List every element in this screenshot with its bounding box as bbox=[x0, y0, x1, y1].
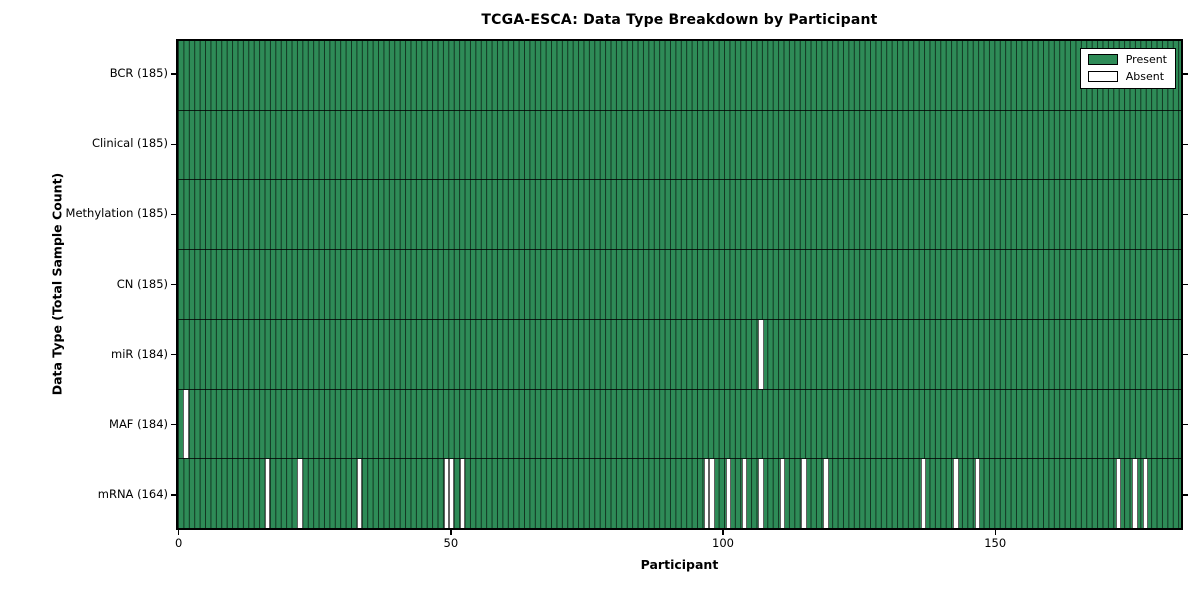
y-tick-right-mir bbox=[1183, 353, 1188, 356]
absent-cell-mrna-107 bbox=[758, 459, 764, 529]
legend-swatch-absent bbox=[1087, 71, 1118, 82]
x-tick-label-150: 150 bbox=[984, 536, 1007, 550]
legend-item-absent: Absent bbox=[1087, 70, 1167, 83]
y-tick-left-methylation bbox=[171, 213, 176, 215]
absent-cell-mrna-98 bbox=[709, 459, 715, 529]
absent-cell-mrna-143 bbox=[953, 459, 959, 529]
y-tick-label-bcr: BCR (185) bbox=[109, 66, 168, 81]
heatmap-row-mir bbox=[178, 318, 1181, 389]
y-tick-label-methylation: Methylation (185) bbox=[65, 206, 168, 221]
absent-cell-maf-1 bbox=[183, 389, 189, 459]
x-tick-label-100: 100 bbox=[712, 536, 734, 550]
y-tick-right-maf bbox=[1183, 424, 1188, 426]
y-tick-left-clinical bbox=[171, 143, 176, 145]
y-tick-label-cn: CN (185) bbox=[116, 276, 168, 291]
absent-cell-mrna-52 bbox=[459, 459, 466, 529]
y-tick-right-methylation bbox=[1183, 213, 1188, 215]
y-tick-right-clinical bbox=[1183, 143, 1188, 145]
x-tick-label-0: 0 bbox=[175, 536, 183, 550]
heatmap-row-methylation bbox=[178, 179, 1181, 250]
absent-cell-mrna-111 bbox=[779, 459, 786, 529]
x-tick-50 bbox=[450, 530, 452, 535]
heatmap-row-cn bbox=[178, 249, 1181, 319]
absent-cell-mrna-178 bbox=[1143, 459, 1149, 529]
y-tick-label-clinical: Clinical (185) bbox=[91, 136, 168, 151]
legend-swatch-present bbox=[1087, 54, 1118, 65]
absent-cell-mrna-101 bbox=[725, 459, 731, 529]
x-tick-0 bbox=[178, 530, 180, 535]
y-tick-right-bcr bbox=[1183, 73, 1188, 75]
absent-cell-mrna-147 bbox=[974, 459, 981, 529]
y-tick-right-cn bbox=[1183, 283, 1188, 286]
y-tick-left-mrna bbox=[171, 494, 176, 496]
absent-cell-mrna-176 bbox=[1132, 459, 1138, 529]
heatmap-row-maf bbox=[178, 388, 1181, 459]
chart-title: TCGA-ESCA: Data Type Breakdown by Partic… bbox=[481, 12, 878, 28]
y-tick-label-mir: miR (184) bbox=[111, 346, 168, 361]
plot-area: Present Absent bbox=[176, 39, 1183, 530]
legend-item-present: Present bbox=[1087, 53, 1167, 66]
heatmap-row-clinical bbox=[178, 109, 1181, 180]
x-tick-100 bbox=[722, 530, 724, 535]
y-tick-left-maf bbox=[171, 424, 176, 426]
heatmap-row-bcr bbox=[178, 41, 1181, 110]
absent-cell-mrna-22 bbox=[297, 459, 303, 529]
y-tick-label-mrna: mRNA (164) bbox=[97, 486, 168, 501]
y-tick-left-bcr bbox=[171, 73, 176, 75]
y-tick-left-cn bbox=[171, 283, 176, 286]
x-axis-label: Participant bbox=[640, 557, 719, 572]
x-tick-label-50: 50 bbox=[443, 536, 459, 550]
absent-cell-mrna-33 bbox=[356, 459, 363, 529]
x-tick-150 bbox=[994, 530, 996, 535]
absent-cell-mrna-119 bbox=[823, 459, 829, 529]
heatmap-rows bbox=[178, 41, 1181, 529]
absent-cell-mrna-173 bbox=[1115, 459, 1122, 529]
absent-cell-mrna-97 bbox=[703, 459, 710, 529]
legend-label-absent: Absent bbox=[1125, 70, 1165, 83]
absent-cell-mrna-137 bbox=[920, 459, 927, 529]
absent-cell-mir-107 bbox=[758, 319, 764, 389]
y-tick-label-maf: MAF (184) bbox=[109, 416, 168, 431]
legend: Present Absent bbox=[1079, 48, 1176, 89]
absent-cell-mrna-49 bbox=[443, 459, 450, 529]
absent-cell-mrna-50 bbox=[449, 459, 455, 529]
legend-label-present: Present bbox=[1125, 53, 1167, 66]
absent-cell-mrna-115 bbox=[801, 459, 807, 529]
y-tick-right-mrna bbox=[1183, 494, 1188, 496]
absent-cell-mrna-16 bbox=[264, 459, 271, 529]
absent-cell-mrna-104 bbox=[741, 459, 748, 529]
heatmap-row-mrna bbox=[178, 458, 1181, 529]
y-tick-left-mir bbox=[171, 353, 176, 356]
